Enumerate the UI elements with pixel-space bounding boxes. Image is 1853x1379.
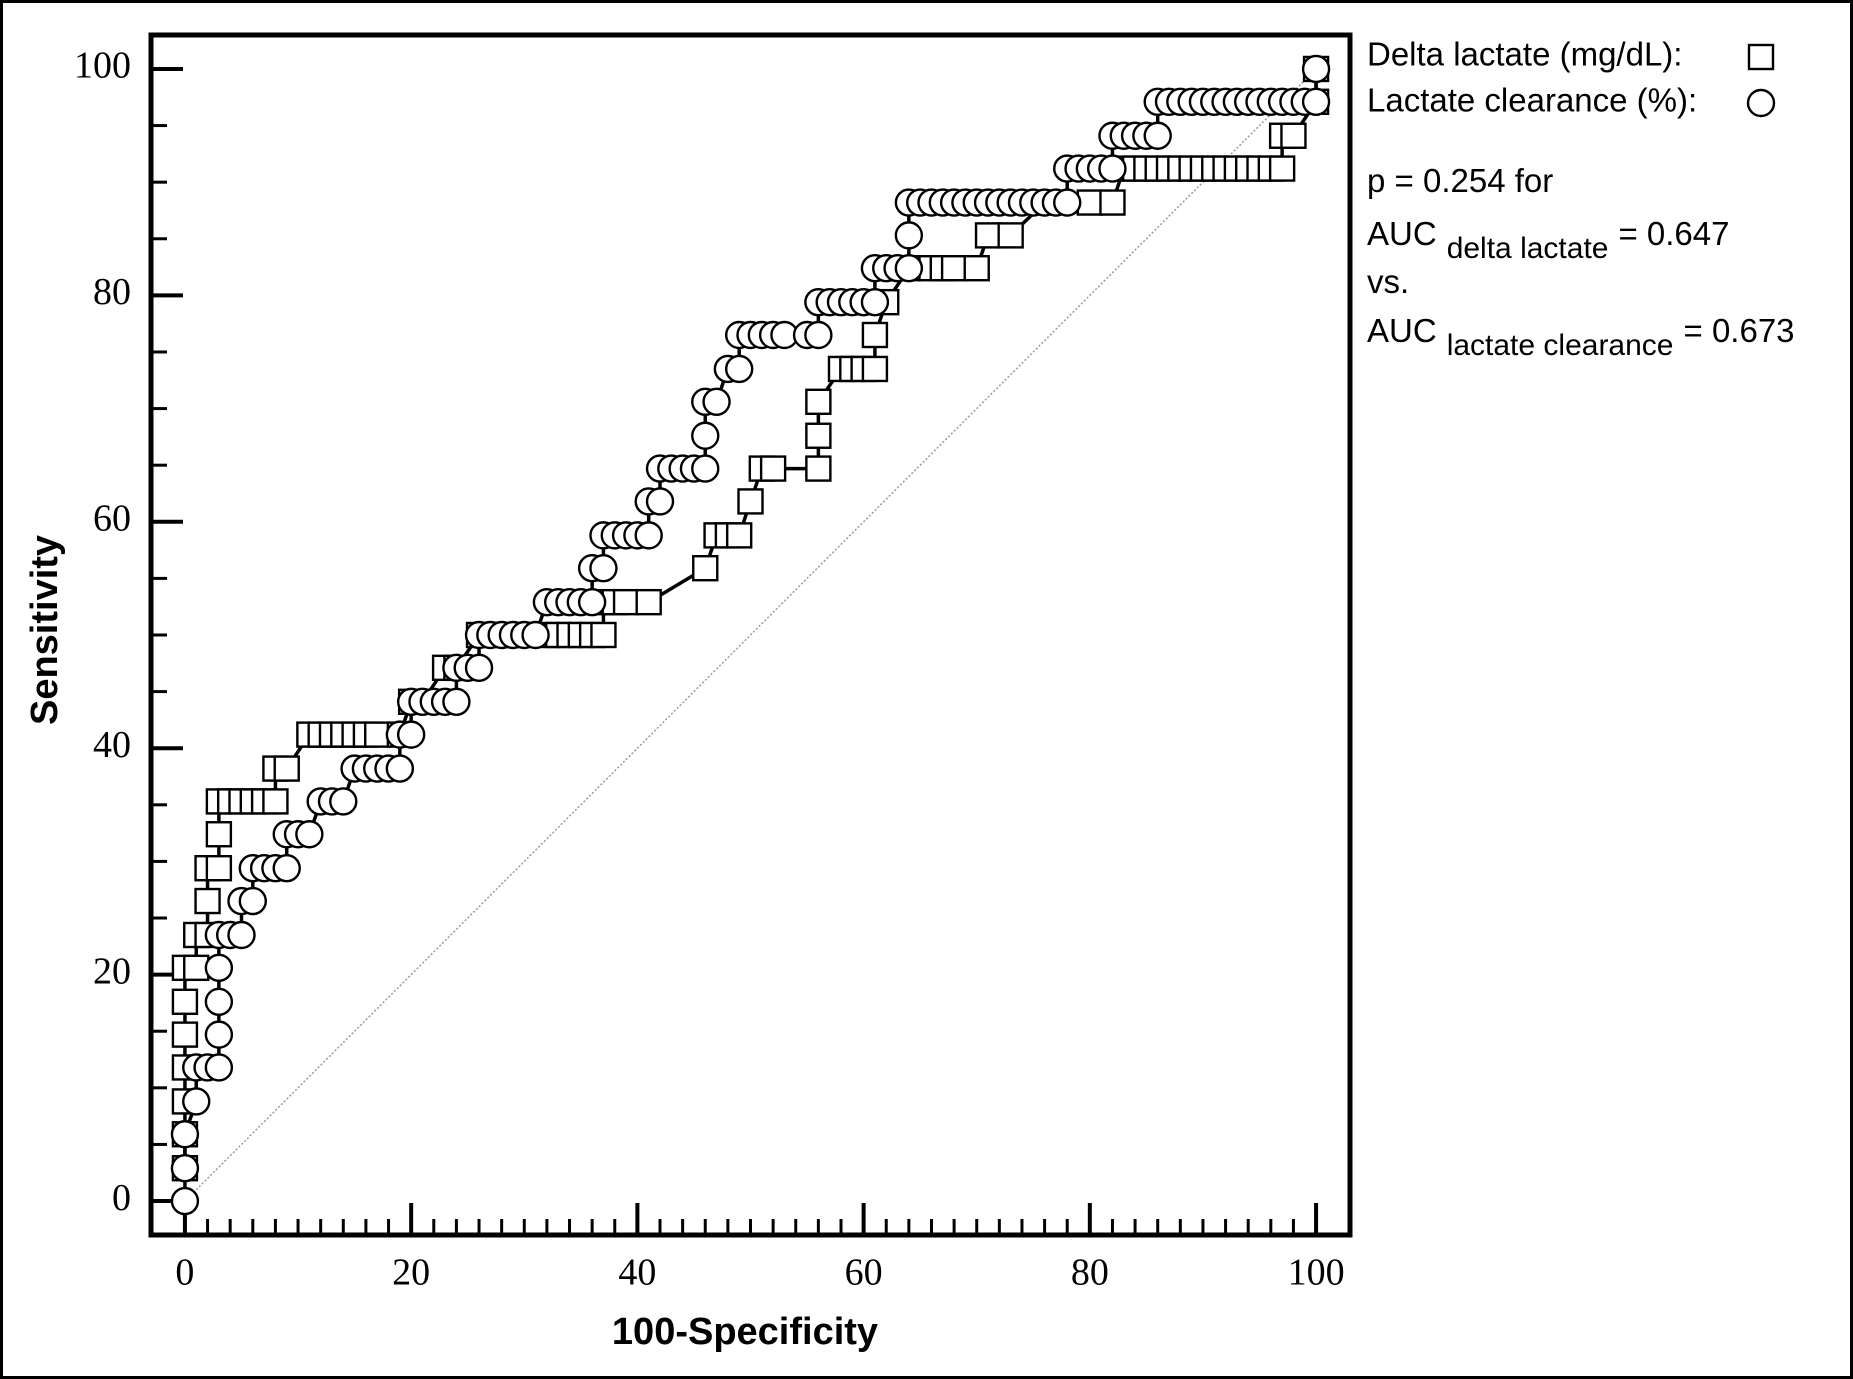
marker-circle bbox=[724, 354, 754, 384]
marker-circle bbox=[860, 287, 890, 317]
marker-square bbox=[692, 555, 719, 582]
marker-circle bbox=[329, 787, 358, 816]
marker-square bbox=[940, 255, 968, 282]
marker-square bbox=[805, 455, 832, 482]
marker-square bbox=[183, 954, 210, 982]
annotation-value: = 0.673 bbox=[1684, 312, 1795, 349]
marker-circle bbox=[634, 521, 663, 550]
marker-square bbox=[1099, 189, 1126, 216]
marker-square bbox=[1280, 122, 1307, 149]
annotation: p = 0.254 for bbox=[1367, 162, 1553, 199]
marker-square bbox=[725, 522, 753, 549]
marker-circle bbox=[204, 1053, 234, 1082]
marker-circle bbox=[691, 454, 720, 483]
marker-circle bbox=[894, 221, 924, 250]
y-tick-label: 80 bbox=[93, 271, 131, 313]
legend-label: Lactate clearance (%): bbox=[1367, 82, 1697, 119]
marker-square bbox=[171, 1021, 199, 1048]
y-tick-label: 20 bbox=[93, 950, 131, 992]
marker-square bbox=[1268, 155, 1296, 182]
marker-circle bbox=[1143, 121, 1172, 150]
marker-circle bbox=[645, 487, 675, 516]
annotation-value: = 0.647 bbox=[1618, 215, 1729, 252]
annotation-text: AUC bbox=[1367, 215, 1437, 252]
annotation: AUC lactate clearance = 0.673 bbox=[1367, 312, 1795, 362]
marker-circle bbox=[589, 554, 618, 583]
marker-square bbox=[861, 355, 889, 383]
annotation: vs. bbox=[1367, 263, 1409, 300]
marker-circle bbox=[170, 1120, 200, 1149]
x-tick-label: 100 bbox=[1288, 1252, 1345, 1294]
y-tick-label: 0 bbox=[112, 1177, 131, 1219]
marker-square bbox=[963, 255, 990, 282]
reference-line bbox=[184, 68, 1317, 1202]
marker-square bbox=[364, 721, 391, 748]
legend-marker bbox=[1746, 88, 1776, 118]
marker-circle bbox=[204, 1020, 234, 1049]
marker-square bbox=[635, 588, 662, 616]
x-axis-label: 100-Specificity bbox=[612, 1311, 878, 1353]
marker-circle bbox=[396, 720, 426, 749]
marker-circle bbox=[238, 886, 268, 916]
marker-square bbox=[805, 388, 832, 415]
marker-circle bbox=[204, 987, 234, 1016]
plot-frame bbox=[148, 32, 1353, 1238]
marker-square bbox=[974, 222, 1002, 249]
marker-square bbox=[997, 222, 1024, 249]
y-tick-label: 40 bbox=[93, 724, 131, 766]
x-tick-label: 40 bbox=[618, 1252, 656, 1294]
marker-circle bbox=[295, 820, 324, 849]
marker-square bbox=[273, 755, 300, 782]
marker-square bbox=[171, 988, 199, 1015]
marker-circle bbox=[182, 1087, 211, 1116]
marker-circle bbox=[464, 653, 494, 683]
annotation-subscript: delta lactate bbox=[1447, 232, 1609, 265]
marker-circle bbox=[170, 1154, 200, 1183]
marker-circle bbox=[702, 387, 731, 416]
y-tick-label: 100 bbox=[74, 45, 131, 87]
annotation: AUC delta lactate = 0.647 bbox=[1367, 215, 1730, 265]
marker-square bbox=[612, 588, 640, 616]
marker-circle bbox=[1301, 87, 1331, 116]
annotation-subscript: lactate clearance bbox=[1447, 329, 1674, 362]
marker-circle bbox=[385, 754, 415, 783]
marker-circle bbox=[804, 320, 833, 350]
marker-circle bbox=[442, 687, 471, 716]
legend-marker bbox=[1747, 43, 1775, 71]
marker-square bbox=[805, 422, 832, 449]
marker-circle bbox=[894, 254, 924, 283]
x-tick-label: 60 bbox=[845, 1252, 883, 1294]
x-tick-label: 0 bbox=[175, 1252, 194, 1294]
y-tick-label: 60 bbox=[93, 498, 131, 540]
marker-circle bbox=[1098, 154, 1127, 183]
y-axis-label: Sensitivity bbox=[24, 535, 66, 725]
marker-square bbox=[205, 855, 233, 882]
marker-square bbox=[861, 321, 889, 349]
marker-square bbox=[1076, 189, 1104, 216]
marker-square bbox=[759, 455, 787, 482]
x-tick-label: 80 bbox=[1071, 1252, 1109, 1294]
annotation-text: AUC bbox=[1367, 312, 1437, 349]
marker-circle bbox=[1301, 54, 1331, 84]
marker-circle bbox=[227, 920, 256, 950]
marker-circle bbox=[1053, 188, 1082, 217]
marker-circle bbox=[204, 953, 234, 983]
marker-circle bbox=[272, 854, 301, 883]
marker-circle bbox=[170, 1186, 200, 1216]
annotation-text: vs. bbox=[1367, 263, 1409, 300]
annotation-text: p = 0.254 for bbox=[1367, 162, 1553, 199]
marker-circle bbox=[691, 421, 720, 450]
marker-circle bbox=[577, 587, 607, 617]
marker-square bbox=[737, 488, 764, 515]
marker-square bbox=[194, 887, 221, 915]
marker-square bbox=[262, 788, 289, 815]
marker-square bbox=[205, 821, 233, 848]
legend-label: Delta lactate (mg/dL): bbox=[1367, 36, 1682, 73]
marker-circle bbox=[521, 620, 550, 650]
x-tick-label: 20 bbox=[392, 1252, 430, 1294]
marker-square bbox=[590, 621, 617, 649]
